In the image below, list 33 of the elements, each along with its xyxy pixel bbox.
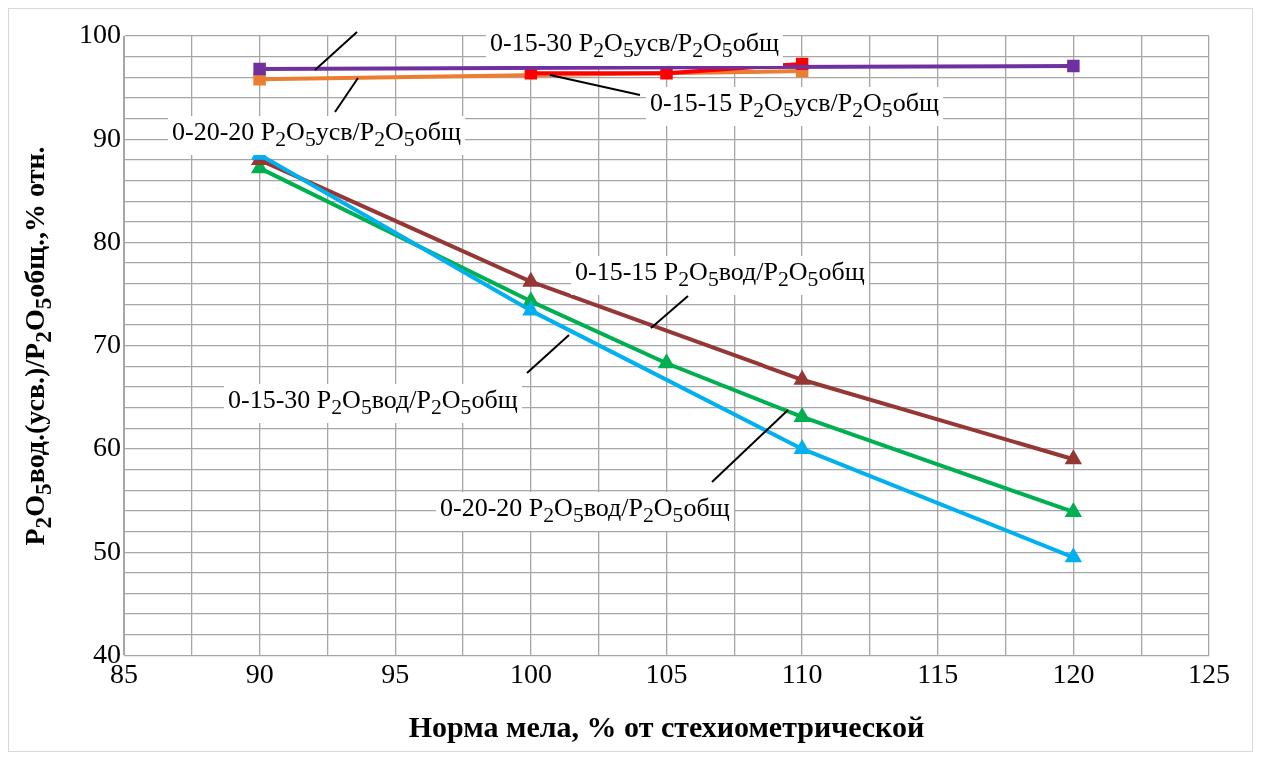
point [1067, 59, 1080, 73]
point [659, 355, 674, 369]
point [1066, 451, 1081, 465]
y-tick-label: 70 [93, 328, 121, 360]
point [523, 273, 539, 287]
text: 0-15-15 P$_{2}$O$_{5}$вод/P$_{2}$O$_{5}$общ [575, 257, 865, 292]
point [522, 300, 539, 316]
x-tick-label: 90 [245, 657, 274, 689]
y-tick-label: 80 [93, 224, 121, 256]
point [253, 73, 266, 86]
text: 0-15-30 P$_{2}$O$_{5}$вод/P$_{2}$O$_{5}$общ [228, 385, 518, 420]
x-tick-label: 125 [1188, 657, 1230, 689]
point [523, 293, 539, 307]
x-tick-label: 110 [781, 657, 823, 689]
text: 0-15-30 P$_{2}$O$_{5}$усв/P$_{2}$O$_{5}$общ [490, 28, 779, 63]
y-tick-label: 60 [93, 431, 121, 463]
x-tick-label: 105 [645, 657, 688, 689]
point [794, 440, 810, 454]
text: 0-20-20 P$_{2}$O$_{5}$вод/P$_{2}$O$_{5}$общ [440, 493, 730, 528]
text: 0-20-20 P$_{2}$O$_{5}$усв/P$_{2}$O$_{5}$общ [172, 117, 461, 152]
text: 0-15-15 P$_{2}$O$_{5}$усв/P$_{2}$O$_{5}$общ [650, 88, 939, 123]
x-axis-title: Норма мела, % от стехиометрической [407, 709, 926, 745]
y-tick-label: 90 [93, 121, 121, 153]
x-tick-label: 100 [509, 657, 552, 689]
point [794, 408, 810, 422]
point [1066, 503, 1081, 517]
x-tick-label: 95 [381, 657, 410, 689]
y-tick-label: 50 [93, 534, 121, 566]
point [253, 62, 266, 76]
x-tick-label: 120 [1052, 657, 1095, 689]
point [1066, 549, 1081, 563]
x-tick-label: 115 [917, 657, 959, 689]
y-tick-label: 100 [79, 18, 121, 50]
